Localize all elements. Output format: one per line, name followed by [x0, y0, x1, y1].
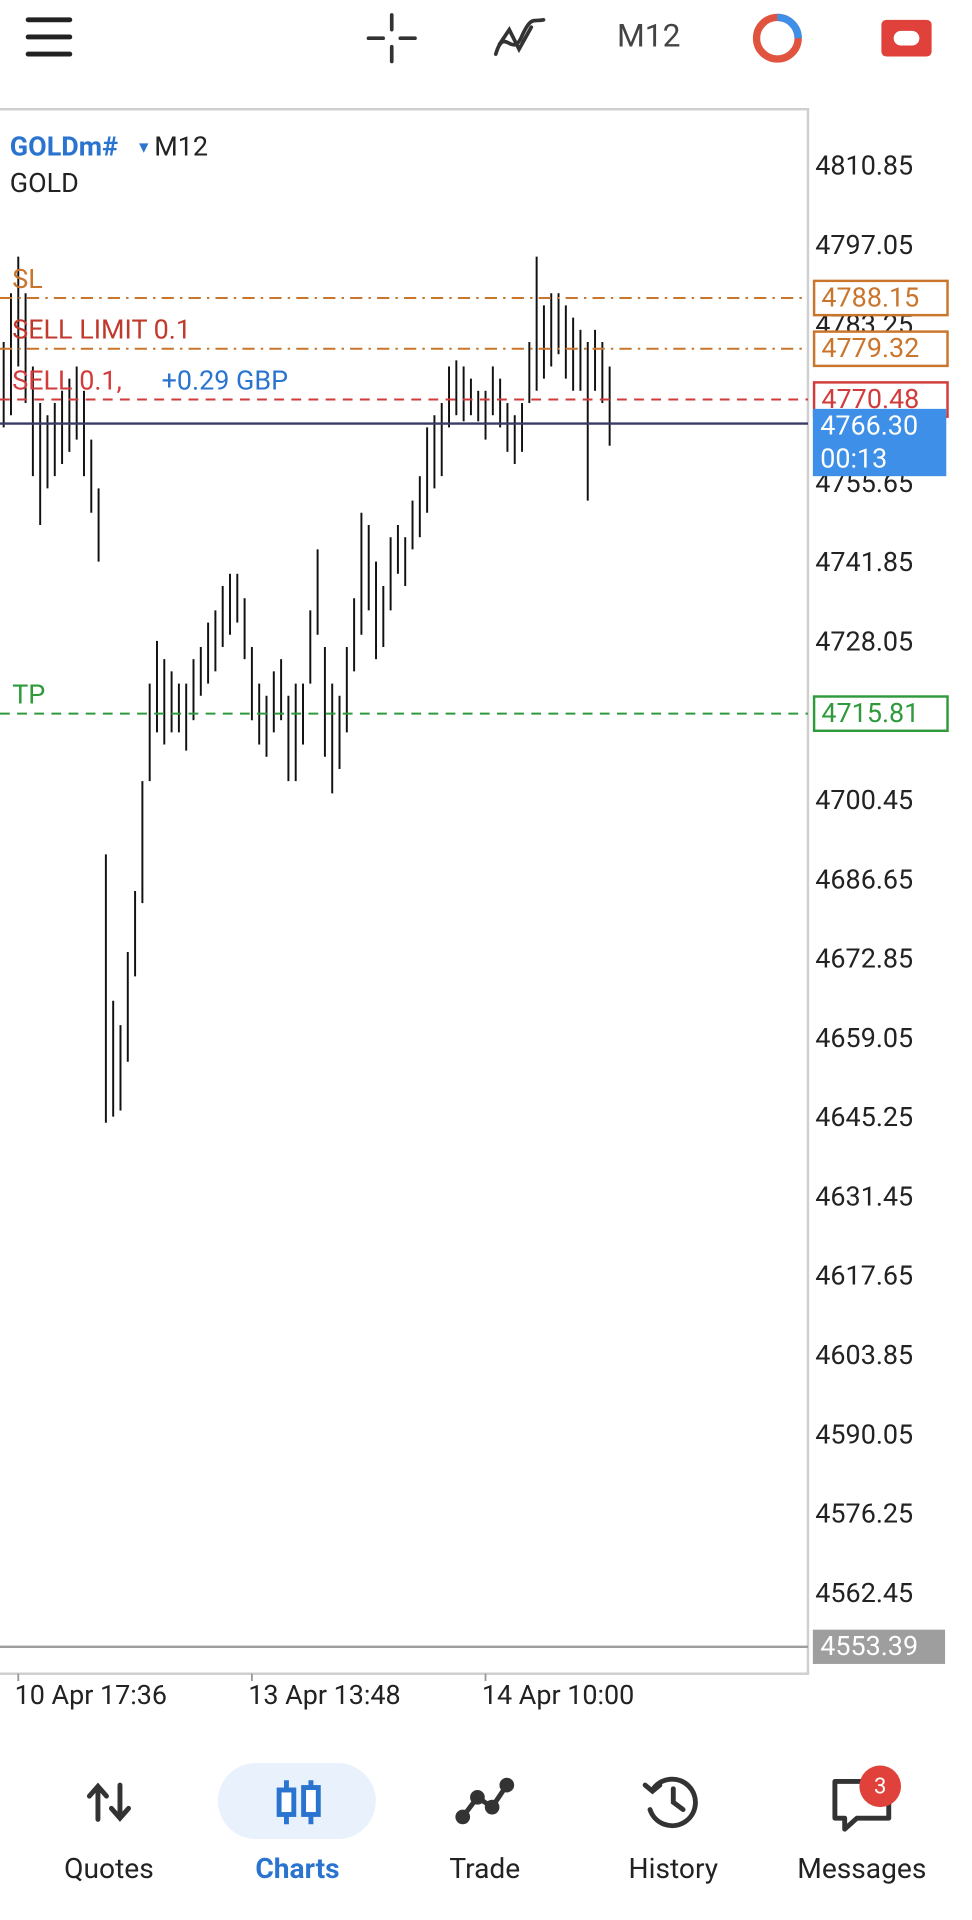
symbol-dropdown-arrow[interactable]: ▼ — [136, 138, 152, 157]
indicators-button[interactable] — [493, 17, 546, 56]
chart-low-tag — [812, 1629, 946, 1664]
y-tick-label: 4659.05 — [815, 1022, 913, 1054]
chart-timeframe: M12 — [154, 130, 208, 162]
timeframe-button[interactable]: M12 — [617, 17, 681, 55]
level-price: 4715.81 — [821, 697, 919, 729]
level-tag — [812, 330, 949, 368]
nav-label[interactable]: Messages — [797, 1852, 926, 1885]
level-price: 4779.32 — [821, 332, 919, 364]
symbol-description: GOLD — [10, 167, 79, 199]
history-icon[interactable] — [642, 1776, 698, 1829]
y-tick-label: 4645.25 — [815, 1101, 913, 1133]
y-tick-label: 4672.85 — [815, 943, 913, 975]
bar-countdown: 00:13 — [820, 442, 887, 474]
x-tick-label: 14 Apr 10:00 — [482, 1679, 634, 1711]
y-tick-label: 4562.45 — [815, 1577, 913, 1609]
charts-icon[interactable] — [276, 1780, 321, 1825]
x-tick-label: 13 Apr 13:48 — [248, 1679, 400, 1711]
y-tick-label: 4700.45 — [815, 784, 913, 816]
level-price: 4788.15 — [821, 281, 919, 313]
y-tick-label: 4617.65 — [815, 1260, 913, 1292]
level-label: SELL 0.1, — [12, 365, 122, 397]
y-tick-label: 4603.85 — [815, 1339, 913, 1371]
chart-frame — [0, 107, 810, 1675]
x-tick-label: 10 Apr 17:36 — [15, 1679, 167, 1711]
level-label: SELL LIMIT 0.1 — [12, 314, 191, 346]
level-tag — [812, 279, 949, 317]
y-tick-label: 4810.85 — [815, 150, 913, 182]
crosshair-button[interactable] — [366, 13, 417, 64]
level-profit: +0.29 GBP — [162, 365, 289, 397]
level-label: SL — [12, 263, 42, 295]
trade-mode-button[interactable] — [752, 13, 802, 63]
badge — [859, 1765, 901, 1808]
one-click-button[interactable] — [881, 19, 932, 57]
bottom-nav: 3 Quotes Charts Trade History Messages — [64, 1763, 926, 1885]
y-tick-label: 4797.05 — [815, 229, 913, 261]
y-tick-label: 4728.05 — [815, 625, 913, 657]
trade-icon[interactable] — [455, 1777, 515, 1825]
nav-label[interactable]: Quotes — [64, 1852, 154, 1885]
nav-label[interactable]: History — [629, 1852, 719, 1885]
menu-button[interactable] — [25, 17, 73, 57]
bid-tag — [812, 408, 947, 477]
active-tab-highlight — [217, 1763, 376, 1839]
level-label: TP — [12, 679, 45, 711]
chart[interactable]: 4810.854797.054783.254755.654741.854728.… — [0, 150, 949, 1711]
y-tick-label: 4686.65 — [815, 863, 913, 895]
y-tick-label: 4741.85 — [815, 546, 913, 578]
bid-price: 4766.30 — [820, 409, 918, 441]
badge-count: 3 — [874, 1774, 886, 1799]
y-tick-label: 4576.25 — [815, 1498, 913, 1530]
quotes-icon[interactable] — [86, 1782, 131, 1822]
y-tick-label: 4631.45 — [815, 1180, 913, 1212]
nav-label[interactable]: Trade — [449, 1852, 520, 1885]
y-tick-label: 4590.05 — [815, 1418, 913, 1450]
chart-low-label: 4553.39 — [820, 1630, 918, 1662]
level-tag — [812, 695, 949, 733]
toolbar: M12 — [25, 13, 932, 64]
nav-label[interactable]: Charts — [255, 1852, 339, 1885]
symbol[interactable]: GOLDm# — [10, 130, 118, 162]
